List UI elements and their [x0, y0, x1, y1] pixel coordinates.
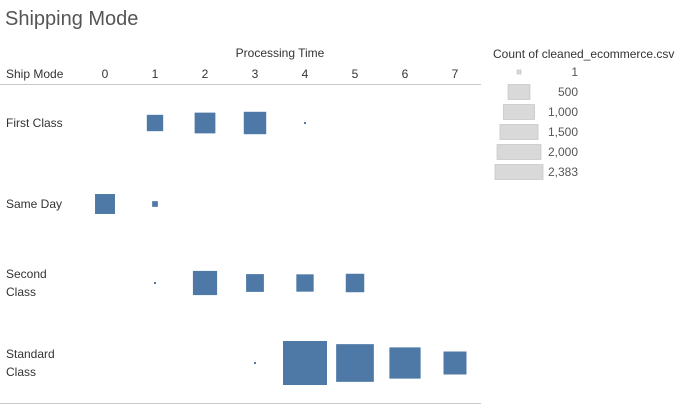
heatmap-cell [194, 112, 216, 134]
x-tick-label: 0 [102, 67, 109, 81]
x-tick-label: 6 [402, 67, 409, 81]
legend-label: 1 [571, 65, 578, 79]
legend-label: 1,500 [548, 125, 578, 139]
legend-swatch [499, 124, 539, 140]
heatmap-cell [304, 122, 306, 124]
heatmap-cell [146, 114, 164, 132]
heatmap-cell [296, 274, 314, 292]
heatmap-cell [246, 274, 264, 292]
legend-swatch [494, 164, 544, 180]
page-title: Shipping Mode [5, 8, 139, 30]
x-axis-title: Processing Time [235, 46, 325, 60]
heatmap-cell [443, 351, 467, 375]
heatmap-cell [345, 273, 365, 293]
heatmap-cell [243, 111, 267, 135]
legend-swatch [503, 104, 535, 120]
row-label: First Class [6, 116, 63, 130]
row-label: Standard Class [6, 347, 55, 379]
legend-swatch [507, 84, 531, 100]
row-label: Same Day [6, 197, 63, 211]
row-label: Second Class [6, 267, 47, 299]
header-divider [0, 84, 481, 85]
size-legend: 1 500 1,000 1,500 2,000 2,383 [494, 65, 578, 180]
x-tick-label: 1 [152, 67, 159, 81]
x-tick-label: 7 [452, 67, 459, 81]
x-tick-label: 4 [302, 67, 309, 81]
row-header-label: Ship Mode [6, 67, 64, 81]
x-tick-label: 2 [202, 67, 209, 81]
legend-label: 2,383 [548, 165, 578, 179]
x-tick-label: 5 [352, 67, 359, 81]
legend-label: 1,000 [548, 105, 578, 119]
heatmap-cell [389, 347, 421, 379]
heatmap-cell [154, 282, 156, 284]
x-tick-label: 3 [252, 67, 259, 81]
legend-swatch [496, 144, 542, 160]
legend-title: Count of cleaned_ecommerce.csv [493, 47, 675, 61]
legend-label: 2,000 [548, 145, 578, 159]
heatmap-cell [192, 270, 218, 296]
heatmap-cell [254, 362, 256, 364]
legend-swatch [516, 69, 522, 75]
chart-plot: 0 1 2 3 4 5 6 7 [95, 67, 467, 385]
legend-label: 500 [558, 85, 578, 99]
heatmap-cell [152, 201, 158, 207]
heatmap-cell [95, 194, 115, 214]
heatmap-cell [283, 341, 327, 385]
heatmap-cell [336, 344, 374, 382]
